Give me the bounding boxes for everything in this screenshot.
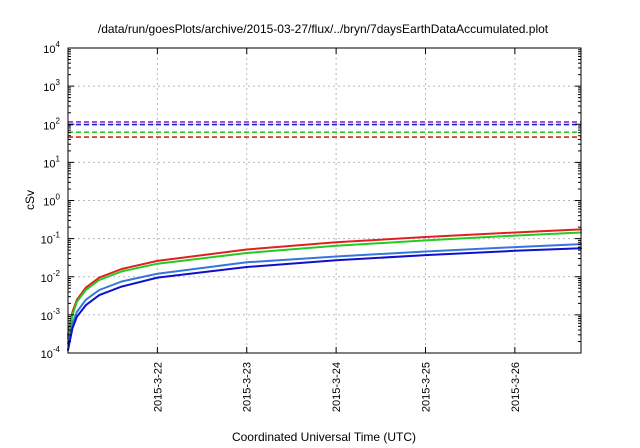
y-tick-label: 102 <box>43 116 60 132</box>
x-tick-label: 2015-3-23 <box>242 362 254 412</box>
y-tick-label: 10-4 <box>41 345 61 361</box>
y-axis-label: cSv <box>23 190 37 210</box>
x-tick-label: 2015-3-24 <box>331 362 343 412</box>
x-tick-label: 2015-3-22 <box>152 362 164 412</box>
y-tick-label: 10-1 <box>41 231 61 247</box>
data-series <box>67 228 582 351</box>
series-line <box>67 247 582 351</box>
threshold-lines <box>68 121 581 138</box>
y-tick-label: 10-2 <box>41 269 61 285</box>
y-tick-label: 101 <box>43 154 60 170</box>
series-line <box>67 228 582 336</box>
series-line <box>67 231 582 339</box>
grid <box>68 47 581 354</box>
y-axis-ticks: 10-4 10-3 10-2 10-1 100 101 102 103 104 <box>41 40 581 361</box>
y-tick-label: 10-3 <box>41 307 61 323</box>
x-axis-label: Coordinated Universal Time (UTC) <box>232 430 416 444</box>
y-tick-label: 103 <box>43 78 60 94</box>
x-axis-ticks: 2015-3-22 2015-3-23 2015-3-24 2015-3-25 2015… <box>152 48 522 412</box>
x-tick-label: 2015-3-26 <box>510 362 522 412</box>
y-tick-label: 100 <box>43 193 60 209</box>
y-tick-label: 104 <box>43 40 60 56</box>
x-tick-label: 2015-3-25 <box>420 362 432 412</box>
chart-title: /data/run/goesPlots/archive/2015-03-27/f… <box>98 22 549 36</box>
series-line <box>67 243 582 345</box>
